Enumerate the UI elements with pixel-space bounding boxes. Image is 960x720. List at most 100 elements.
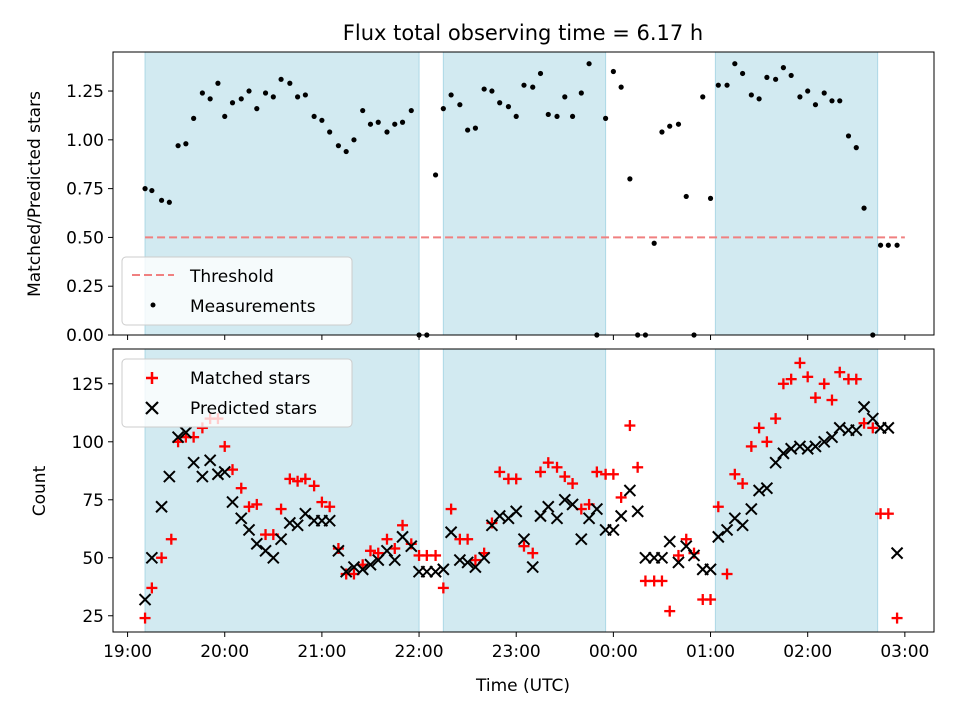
predicted-star-stroke-b [631, 505, 644, 518]
predicted-star-point [542, 500, 555, 513]
measurement-point [327, 129, 333, 135]
predicted-star-point [332, 544, 345, 558]
x-tick-label: 23:00 [492, 642, 541, 662]
measurement-point [222, 113, 228, 120]
measurement-point [894, 242, 900, 248]
y-tick-label: 0.75 [66, 180, 104, 200]
predicted-star-point [818, 435, 831, 448]
predicted-star-stroke-b [614, 509, 628, 523]
measurement-point [739, 70, 746, 77]
predicted-star-stroke-b [211, 468, 225, 481]
predicted-star-point [405, 539, 418, 553]
matched-star-point [494, 466, 506, 478]
predicted-star-stroke-b [663, 535, 676, 548]
matched-star-point [891, 612, 903, 624]
measurement-point [651, 240, 657, 246]
matched-star-point [745, 440, 757, 452]
predicted-star-stroke-b [396, 530, 409, 544]
predicted-star-point [558, 493, 572, 506]
top-axes-frame [112, 51, 935, 336]
measurement-point [618, 84, 624, 90]
measurement-point [578, 90, 584, 96]
matched-star-point [607, 468, 619, 480]
matched-star-point [275, 503, 287, 515]
predicted-star-stroke-b [517, 533, 531, 546]
measurement-point [472, 125, 479, 131]
predicted-star-stroke-b [242, 523, 256, 537]
predicted-star-point [444, 526, 458, 539]
measurement-point [238, 96, 244, 102]
measurement-point [497, 100, 503, 106]
matched-star-point [299, 473, 311, 485]
predicted-star-point [485, 519, 499, 532]
predicted-star-point [218, 465, 231, 479]
measurement-point [432, 172, 439, 178]
y-tick-label: 100 [72, 433, 104, 453]
predicted-star-stroke-b [339, 565, 353, 578]
predicted-star-point [242, 523, 256, 537]
y-tick-label: 0.50 [66, 228, 104, 248]
predicted-star-point [801, 442, 814, 455]
matched-star-point [680, 533, 692, 545]
predicted-stars-legend-label: Predicted stars [190, 399, 317, 419]
measurement-point [199, 90, 205, 96]
predicted-star-point [380, 544, 394, 558]
predicted-star-stroke-b [687, 549, 701, 562]
measurement-point [812, 102, 819, 108]
x-axis-label: Time (UTC) [475, 676, 570, 696]
predicted-star-point [526, 560, 539, 574]
measurement-point [707, 195, 714, 201]
predicted-star-stroke-b [752, 484, 766, 497]
predicted-star-point [347, 560, 361, 574]
predicted-star-stroke-b [485, 519, 499, 532]
predicted-star-stroke-b [380, 544, 394, 558]
measurements-legend-swatch [150, 302, 156, 308]
predicted-star-stroke-b [356, 563, 369, 576]
measurement-point [537, 70, 544, 77]
top-legend-box [121, 256, 353, 326]
matched-star-point [324, 501, 336, 513]
predicted-star-point [590, 502, 604, 516]
predicted-star-point [655, 551, 669, 564]
measurement-point [700, 94, 706, 100]
predicted-star-stroke-b [777, 447, 790, 460]
predicted-star-stroke-b [566, 498, 579, 511]
measurement-point [295, 94, 301, 100]
measurement-point [246, 88, 252, 94]
predicted-star-point [680, 539, 693, 553]
matched-star-point [381, 533, 393, 545]
predicted-star-point [429, 565, 442, 578]
predicted-star-point [566, 498, 579, 511]
predicted-star-stroke-b [235, 512, 248, 525]
predicted-star-point [582, 512, 596, 525]
matched-star-point [243, 501, 255, 513]
predicted-star-point [850, 423, 863, 437]
predicted-star-stroke-b [801, 442, 814, 455]
measurement-point [732, 61, 738, 67]
x-tick-label: 02:00 [783, 642, 832, 662]
predicted-star-stroke-b [866, 412, 879, 425]
predicted-star-stroke-b [582, 512, 596, 525]
predicted-star-point [769, 456, 782, 469]
matched-star-point [705, 594, 717, 606]
predicted-star-point [274, 533, 288, 546]
top-panel: 0.00 0.25 0.50 0.75 1.00 1.25 Flux total obse… [25, 21, 935, 346]
matched-star-point [737, 478, 749, 490]
predicted-star-stroke-b [405, 539, 418, 553]
matched-star-point [518, 540, 530, 552]
predicted-star-stroke-b [728, 512, 742, 525]
measurement-point [375, 119, 381, 125]
matched-star-point [551, 461, 563, 473]
matched-star-point [794, 357, 806, 369]
predicted-star-point [760, 481, 774, 495]
y-tick-label: 125 [72, 375, 104, 395]
measurement-point [384, 129, 390, 135]
predicted-star-stroke-b [145, 551, 159, 564]
matched-star-point [165, 533, 177, 545]
predicted-star-stroke-b [259, 544, 272, 558]
matched-star-point [559, 471, 571, 483]
predicted-star-stroke-b [364, 558, 377, 571]
measurement-point [302, 92, 308, 98]
predicted-star-stroke-b [825, 430, 839, 444]
predicted-star-point [809, 440, 822, 453]
